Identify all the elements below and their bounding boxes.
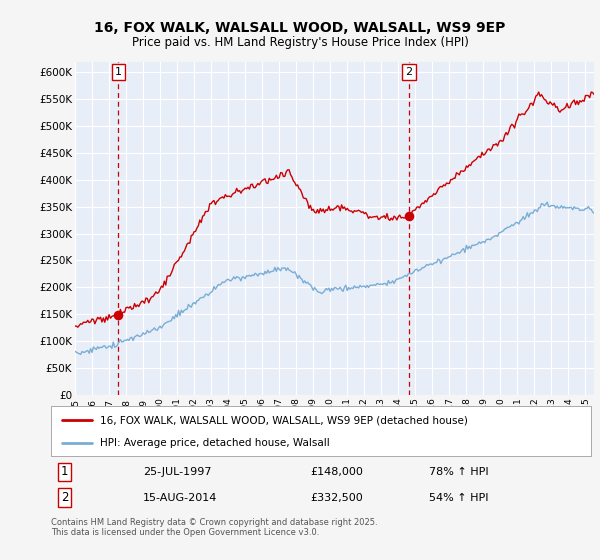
Text: 15-AUG-2014: 15-AUG-2014 bbox=[143, 492, 217, 502]
Text: HPI: Average price, detached house, Walsall: HPI: Average price, detached house, Wals… bbox=[100, 438, 329, 448]
Text: £148,000: £148,000 bbox=[310, 467, 363, 477]
Text: Contains HM Land Registry data © Crown copyright and database right 2025.
This d: Contains HM Land Registry data © Crown c… bbox=[51, 518, 377, 538]
Point bbox=[113, 311, 123, 320]
Text: £332,500: £332,500 bbox=[310, 492, 363, 502]
Point bbox=[404, 212, 413, 221]
Text: 16, FOX WALK, WALSALL WOOD, WALSALL, WS9 9EP: 16, FOX WALK, WALSALL WOOD, WALSALL, WS9… bbox=[94, 21, 506, 35]
Text: 2: 2 bbox=[405, 67, 412, 77]
Text: 25-JUL-1997: 25-JUL-1997 bbox=[143, 467, 211, 477]
Text: 2: 2 bbox=[61, 491, 68, 504]
Text: 78% ↑ HPI: 78% ↑ HPI bbox=[429, 467, 488, 477]
Text: 16, FOX WALK, WALSALL WOOD, WALSALL, WS9 9EP (detached house): 16, FOX WALK, WALSALL WOOD, WALSALL, WS9… bbox=[100, 415, 467, 425]
Text: 1: 1 bbox=[115, 67, 122, 77]
Text: 54% ↑ HPI: 54% ↑ HPI bbox=[429, 492, 488, 502]
Text: Price paid vs. HM Land Registry's House Price Index (HPI): Price paid vs. HM Land Registry's House … bbox=[131, 36, 469, 49]
Text: 1: 1 bbox=[61, 465, 68, 478]
